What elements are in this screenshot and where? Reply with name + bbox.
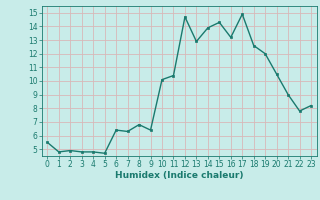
X-axis label: Humidex (Indice chaleur): Humidex (Indice chaleur) xyxy=(115,171,244,180)
